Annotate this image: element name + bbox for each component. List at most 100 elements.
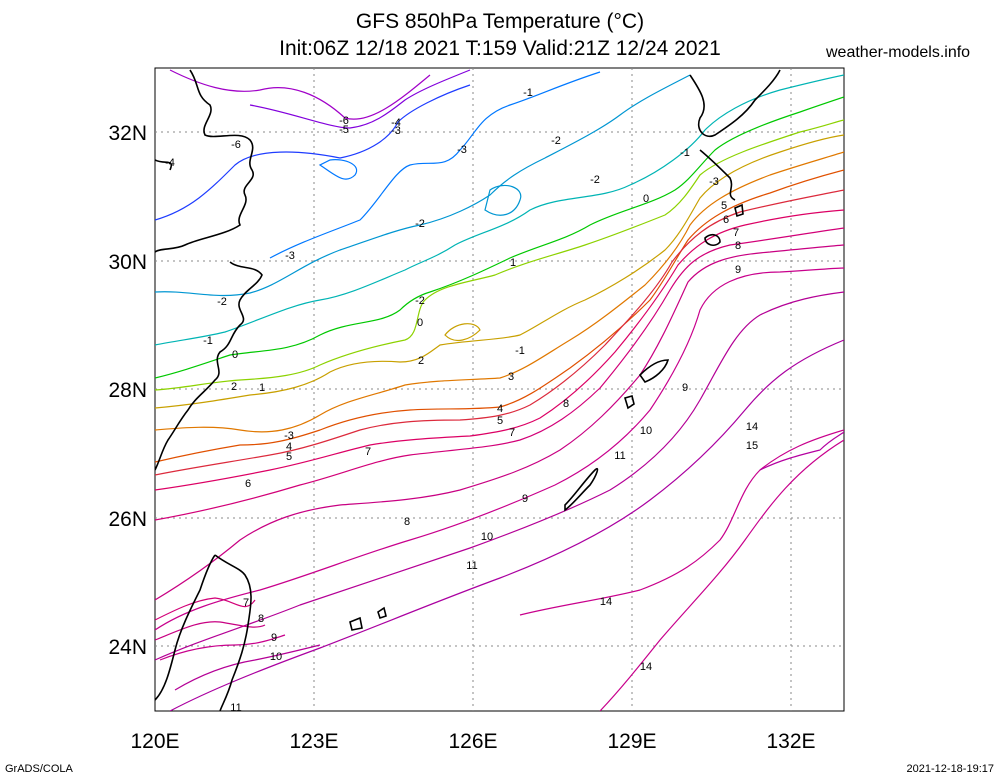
site-credit: weather-models.info: [826, 44, 971, 61]
contour-taiwan-8: [155, 621, 266, 641]
contour-label: 9: [682, 382, 688, 394]
contour-label: -3: [457, 144, 467, 156]
lon-label-126e: 126E: [448, 730, 497, 753]
lat-label-24n: 24N: [108, 636, 147, 659]
contour-label: 14: [640, 661, 652, 673]
map-title-line1: GFS 850hPa Temperature (°C): [355, 10, 645, 33]
contour-taiwan-9: [159, 634, 286, 661]
contour-label: 1: [259, 382, 265, 394]
contour-label: -3: [285, 250, 295, 262]
contour-minus1: [155, 74, 844, 346]
contour-plus14b: [519, 429, 844, 616]
coast-china: [155, 69, 263, 471]
contour-label: 11: [466, 560, 477, 572]
coast-isle-c: [377, 606, 387, 620]
contour-plus3: [155, 151, 844, 433]
contour-label: 8: [258, 613, 264, 625]
contour-label: -2: [551, 135, 561, 147]
contour-minus6: [169, 69, 431, 120]
coast-amami: [638, 359, 670, 383]
contour-label: -1: [515, 345, 525, 357]
contour-plus8: [155, 244, 844, 601]
contour-label: 9: [522, 493, 528, 505]
lat-label-30n: 30N: [108, 251, 147, 274]
contour-label: 14: [600, 596, 612, 608]
contour-label: 10: [270, 651, 282, 663]
contour-label: 3: [508, 371, 514, 383]
contour-plus7: [155, 227, 844, 521]
contour-label: 6: [723, 214, 729, 226]
contour-label: -2: [415, 295, 425, 307]
contour-plus1: [155, 119, 844, 391]
contour-label: 9: [735, 264, 741, 276]
contour-label: 4: [286, 441, 292, 453]
contour-label: 5: [497, 415, 503, 427]
contour-label: 8: [735, 240, 741, 252]
coast-taiwan: [155, 554, 252, 711]
lat-label-28n: 28N: [108, 379, 147, 402]
contour-label: -1: [680, 147, 690, 159]
lon-label-123e: 123E: [289, 730, 338, 753]
contour-plus5: [155, 189, 844, 476]
contour-taiwan-7: [155, 597, 256, 621]
contour-label: -2: [217, 296, 227, 308]
contour-label: 10: [481, 531, 493, 543]
contour-minus2b: [484, 185, 522, 216]
contour-plus2: [155, 134, 844, 409]
contour-label: -4: [391, 117, 401, 129]
contour-label: -2: [415, 218, 425, 230]
contour-label: 0: [417, 317, 423, 329]
axis-labels: 120E 123E 126E 129E 132E 32N 30N 28N 26N…: [108, 122, 815, 753]
contour-label: 14: [746, 421, 758, 433]
coast-isle-d: [734, 203, 744, 218]
graticule: [155, 68, 844, 711]
contour-label: 0: [232, 349, 238, 361]
contour-label: -2: [590, 174, 600, 186]
contour-minus4: [155, 84, 471, 221]
contour-plus10: [155, 291, 844, 661]
render-timestamp: 2021-12-18-19:17: [906, 763, 994, 775]
contour-label: 7: [509, 427, 515, 439]
contour-plus14: [599, 439, 844, 711]
contour-minus2: [155, 74, 691, 297]
contour-label: -6: [231, 139, 241, 151]
contour-label: -3: [284, 430, 294, 442]
contour-label: 15: [746, 440, 758, 452]
contour-label: -3: [709, 176, 719, 188]
software-credit: GrADS/COLA: [5, 763, 73, 775]
contour-label: -6: [339, 115, 349, 127]
contour-label: -1: [203, 335, 213, 347]
contour-plus2b: [444, 323, 481, 342]
contour-label: 4: [497, 403, 503, 415]
contour-plus9: [155, 267, 844, 631]
contour-label: 7: [733, 227, 739, 239]
contour-minus5: [249, 69, 471, 129]
contour-label: 8: [563, 398, 569, 410]
coast-kyushu: [689, 69, 781, 201]
contour-label: 5: [286, 451, 292, 463]
contour-label: 2: [418, 355, 424, 367]
coast-isle-a: [624, 395, 635, 410]
contour-label: 11: [614, 450, 625, 462]
contour-label: 7: [365, 446, 371, 458]
contour-label: 1: [510, 257, 516, 269]
contour-label: -4: [165, 157, 175, 169]
coast-okinawa: [564, 467, 599, 512]
contour-label: 11: [230, 702, 241, 714]
contour-label: 2: [231, 381, 237, 393]
contour-plus6: [155, 209, 844, 491]
contour-label: 0: [643, 193, 649, 205]
temperature-contours: [155, 69, 844, 711]
contour-label: -3: [391, 125, 401, 137]
lon-label-132e: 132E: [766, 730, 815, 753]
contour-zero: [155, 96, 844, 379]
contour-label: 9: [271, 632, 277, 644]
coast-yakushima: [704, 233, 721, 247]
contour-label: 6: [245, 478, 251, 490]
contour-minus3: [269, 71, 601, 259]
contour-label: 8: [404, 516, 410, 528]
lon-label-129e: 129E: [607, 730, 656, 753]
contour-taiwan-10: [174, 644, 321, 691]
contour-labels: -1-6-5-4-3-2-3-2-1-6-4-3-20-3-21-2-10-10…: [165, 87, 758, 714]
